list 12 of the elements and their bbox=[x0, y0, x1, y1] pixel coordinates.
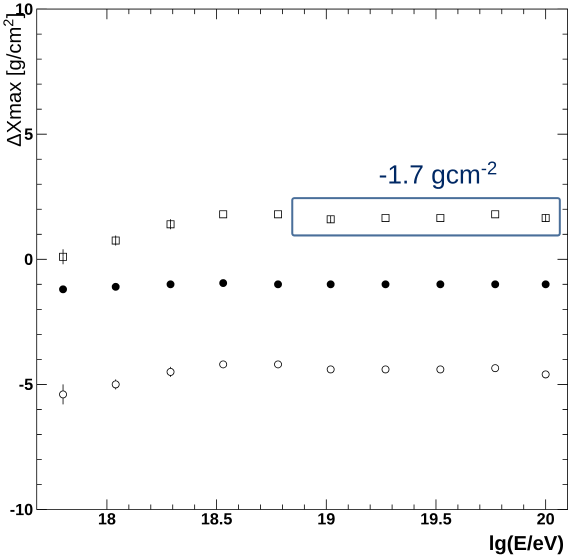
x-tick-label: 18.5 bbox=[202, 513, 232, 525]
annotation: -1.7 gcm$^{-2}$ bbox=[380, 162, 496, 190]
x-tick-label: 20 bbox=[537, 513, 554, 525]
x-tick-label: 19.5 bbox=[421, 513, 452, 525]
y-tick-label: -10 bbox=[10, 504, 32, 516]
x-tick-label: 19 bbox=[318, 513, 335, 525]
y-tick-label: 0 bbox=[24, 254, 32, 266]
x-axis-title: lg(E/eV) bbox=[490, 536, 564, 554]
y-tick-label: 10 bbox=[16, 4, 32, 15]
y-tick-label: 5 bbox=[24, 128, 33, 140]
x-tick-label: 18 bbox=[98, 513, 116, 525]
y-tick-label: -5 bbox=[19, 378, 33, 390]
